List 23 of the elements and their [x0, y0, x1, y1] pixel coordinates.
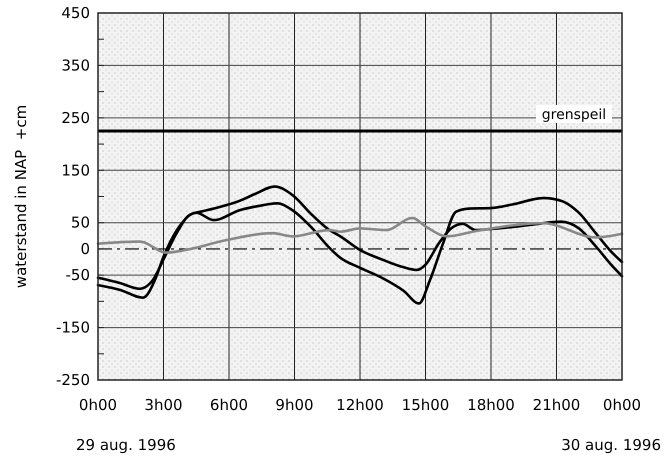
y-tick-label: 350 — [61, 56, 90, 74]
y-axis-title: waterstand in NAP +cm — [12, 104, 30, 288]
x-tick-label: 3h00 — [144, 396, 183, 414]
x-tick-label: 21h00 — [532, 396, 580, 414]
line-series — [96, 216, 624, 254]
y-tick-label: 450 — [61, 4, 90, 22]
x-tick-label: 9h00 — [275, 396, 314, 414]
x-tick-label: 15h00 — [402, 396, 450, 414]
y-tick-label: -150 — [56, 318, 90, 337]
y-tick-label: -250 — [56, 371, 90, 389]
text: 29 aug. 1996 — [76, 436, 176, 454]
x-tick-label: 0h00 — [78, 396, 118, 414]
ref-line-label: grenspeil — [542, 106, 606, 123]
x-tick-label: 6h00 — [210, 396, 248, 414]
y-tick-label: 0 — [80, 240, 90, 258]
x-tick-label: 0h00 — [602, 396, 642, 414]
x-tick-label: 18h00 — [467, 396, 515, 414]
text: 30 aug. 1996 — [561, 436, 661, 454]
y-tick-label: 50 — [70, 214, 90, 232]
y-tick-label: -50 — [66, 266, 90, 284]
x-tick-label: 12h00 — [336, 396, 384, 414]
y-tick-label: 250 — [61, 108, 90, 127]
y-tick-label: 150 — [61, 161, 90, 180]
